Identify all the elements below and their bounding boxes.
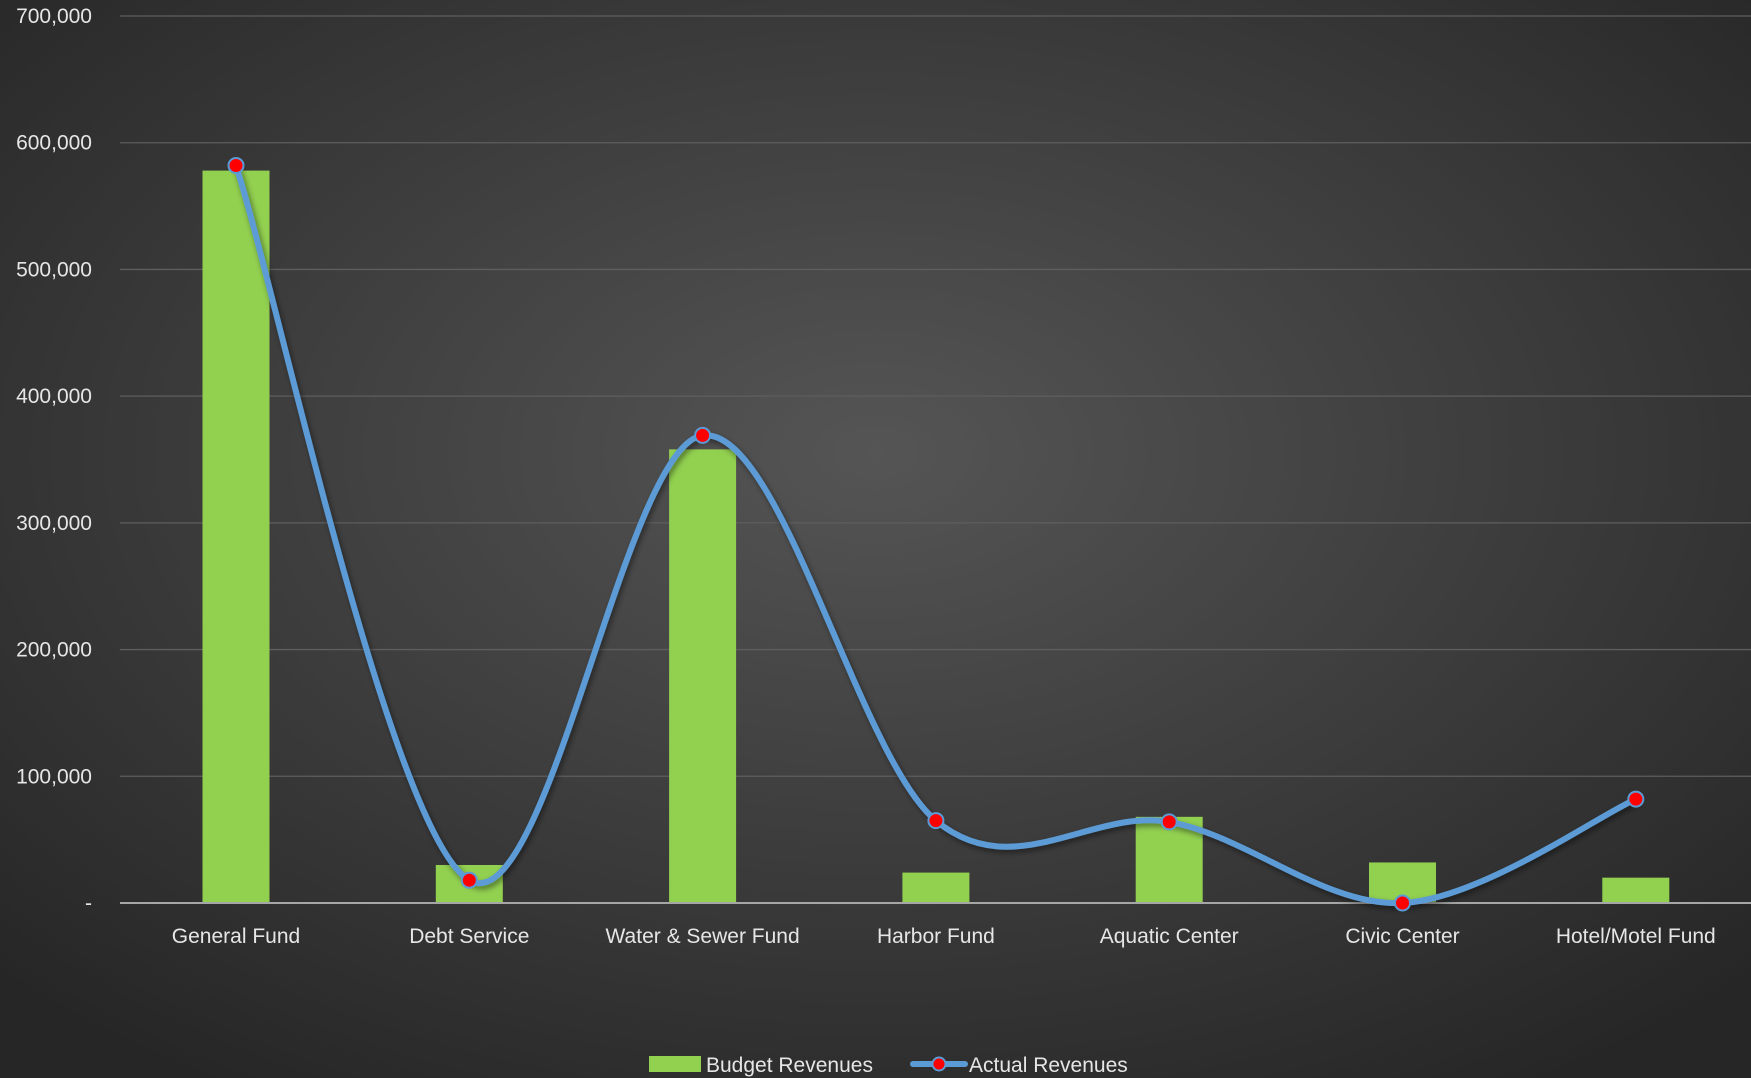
- line-series: [227, 157, 1645, 912]
- gridlines: [120, 15, 1751, 777]
- x-tick-label: Debt Service: [409, 925, 529, 948]
- y-tick-label: -: [85, 892, 92, 915]
- y-tick-label: 700,000: [16, 5, 92, 28]
- y-tick-label: 100,000: [16, 765, 92, 788]
- y-axis-ticks: - 100,000 200,000 300,000 400,000 500,000 600,…: [16, 5, 92, 915]
- legend-swatch-budget: [649, 1056, 701, 1072]
- y-tick-label: 200,000: [16, 639, 92, 662]
- x-tick-label: Civic Center: [1345, 925, 1459, 948]
- y-tick-label: 400,000: [16, 385, 92, 408]
- legend: Budget Revenues Actual Revenues: [649, 1054, 1128, 1077]
- legend-label-actual: Actual Revenues: [969, 1054, 1128, 1077]
- x-axis-ticks: General Fund Debt Service Water & Sewer Fu…: [172, 925, 1716, 948]
- x-tick-label: Harbor Fund: [877, 925, 995, 948]
- x-tick-label: Aquatic Center: [1100, 925, 1239, 948]
- line-marker: [927, 812, 945, 830]
- line-marker: [1627, 790, 1645, 808]
- line-marker: [1160, 813, 1178, 831]
- bar: [669, 449, 737, 903]
- bar: [902, 872, 970, 903]
- bar: [1602, 877, 1670, 903]
- x-tick-label: Water & Sewer Fund: [606, 925, 800, 948]
- y-tick-label: 600,000: [16, 132, 92, 155]
- line-marker: [227, 157, 245, 175]
- x-tick-label: General Fund: [172, 925, 300, 948]
- bar: [202, 170, 270, 903]
- line-marker: [1394, 894, 1411, 912]
- x-tick-label: Hotel/Motel Fund: [1556, 925, 1716, 948]
- legend-label-budget: Budget Revenues: [706, 1054, 873, 1077]
- legend-swatch-actual-marker: [931, 1056, 947, 1072]
- y-tick-label: 500,000: [16, 258, 92, 281]
- y-tick-label: 300,000: [16, 512, 92, 535]
- line-marker: [460, 871, 478, 889]
- bar: [1135, 816, 1203, 903]
- line-marker: [694, 426, 712, 444]
- actual-revenues-line: [233, 162, 1639, 907]
